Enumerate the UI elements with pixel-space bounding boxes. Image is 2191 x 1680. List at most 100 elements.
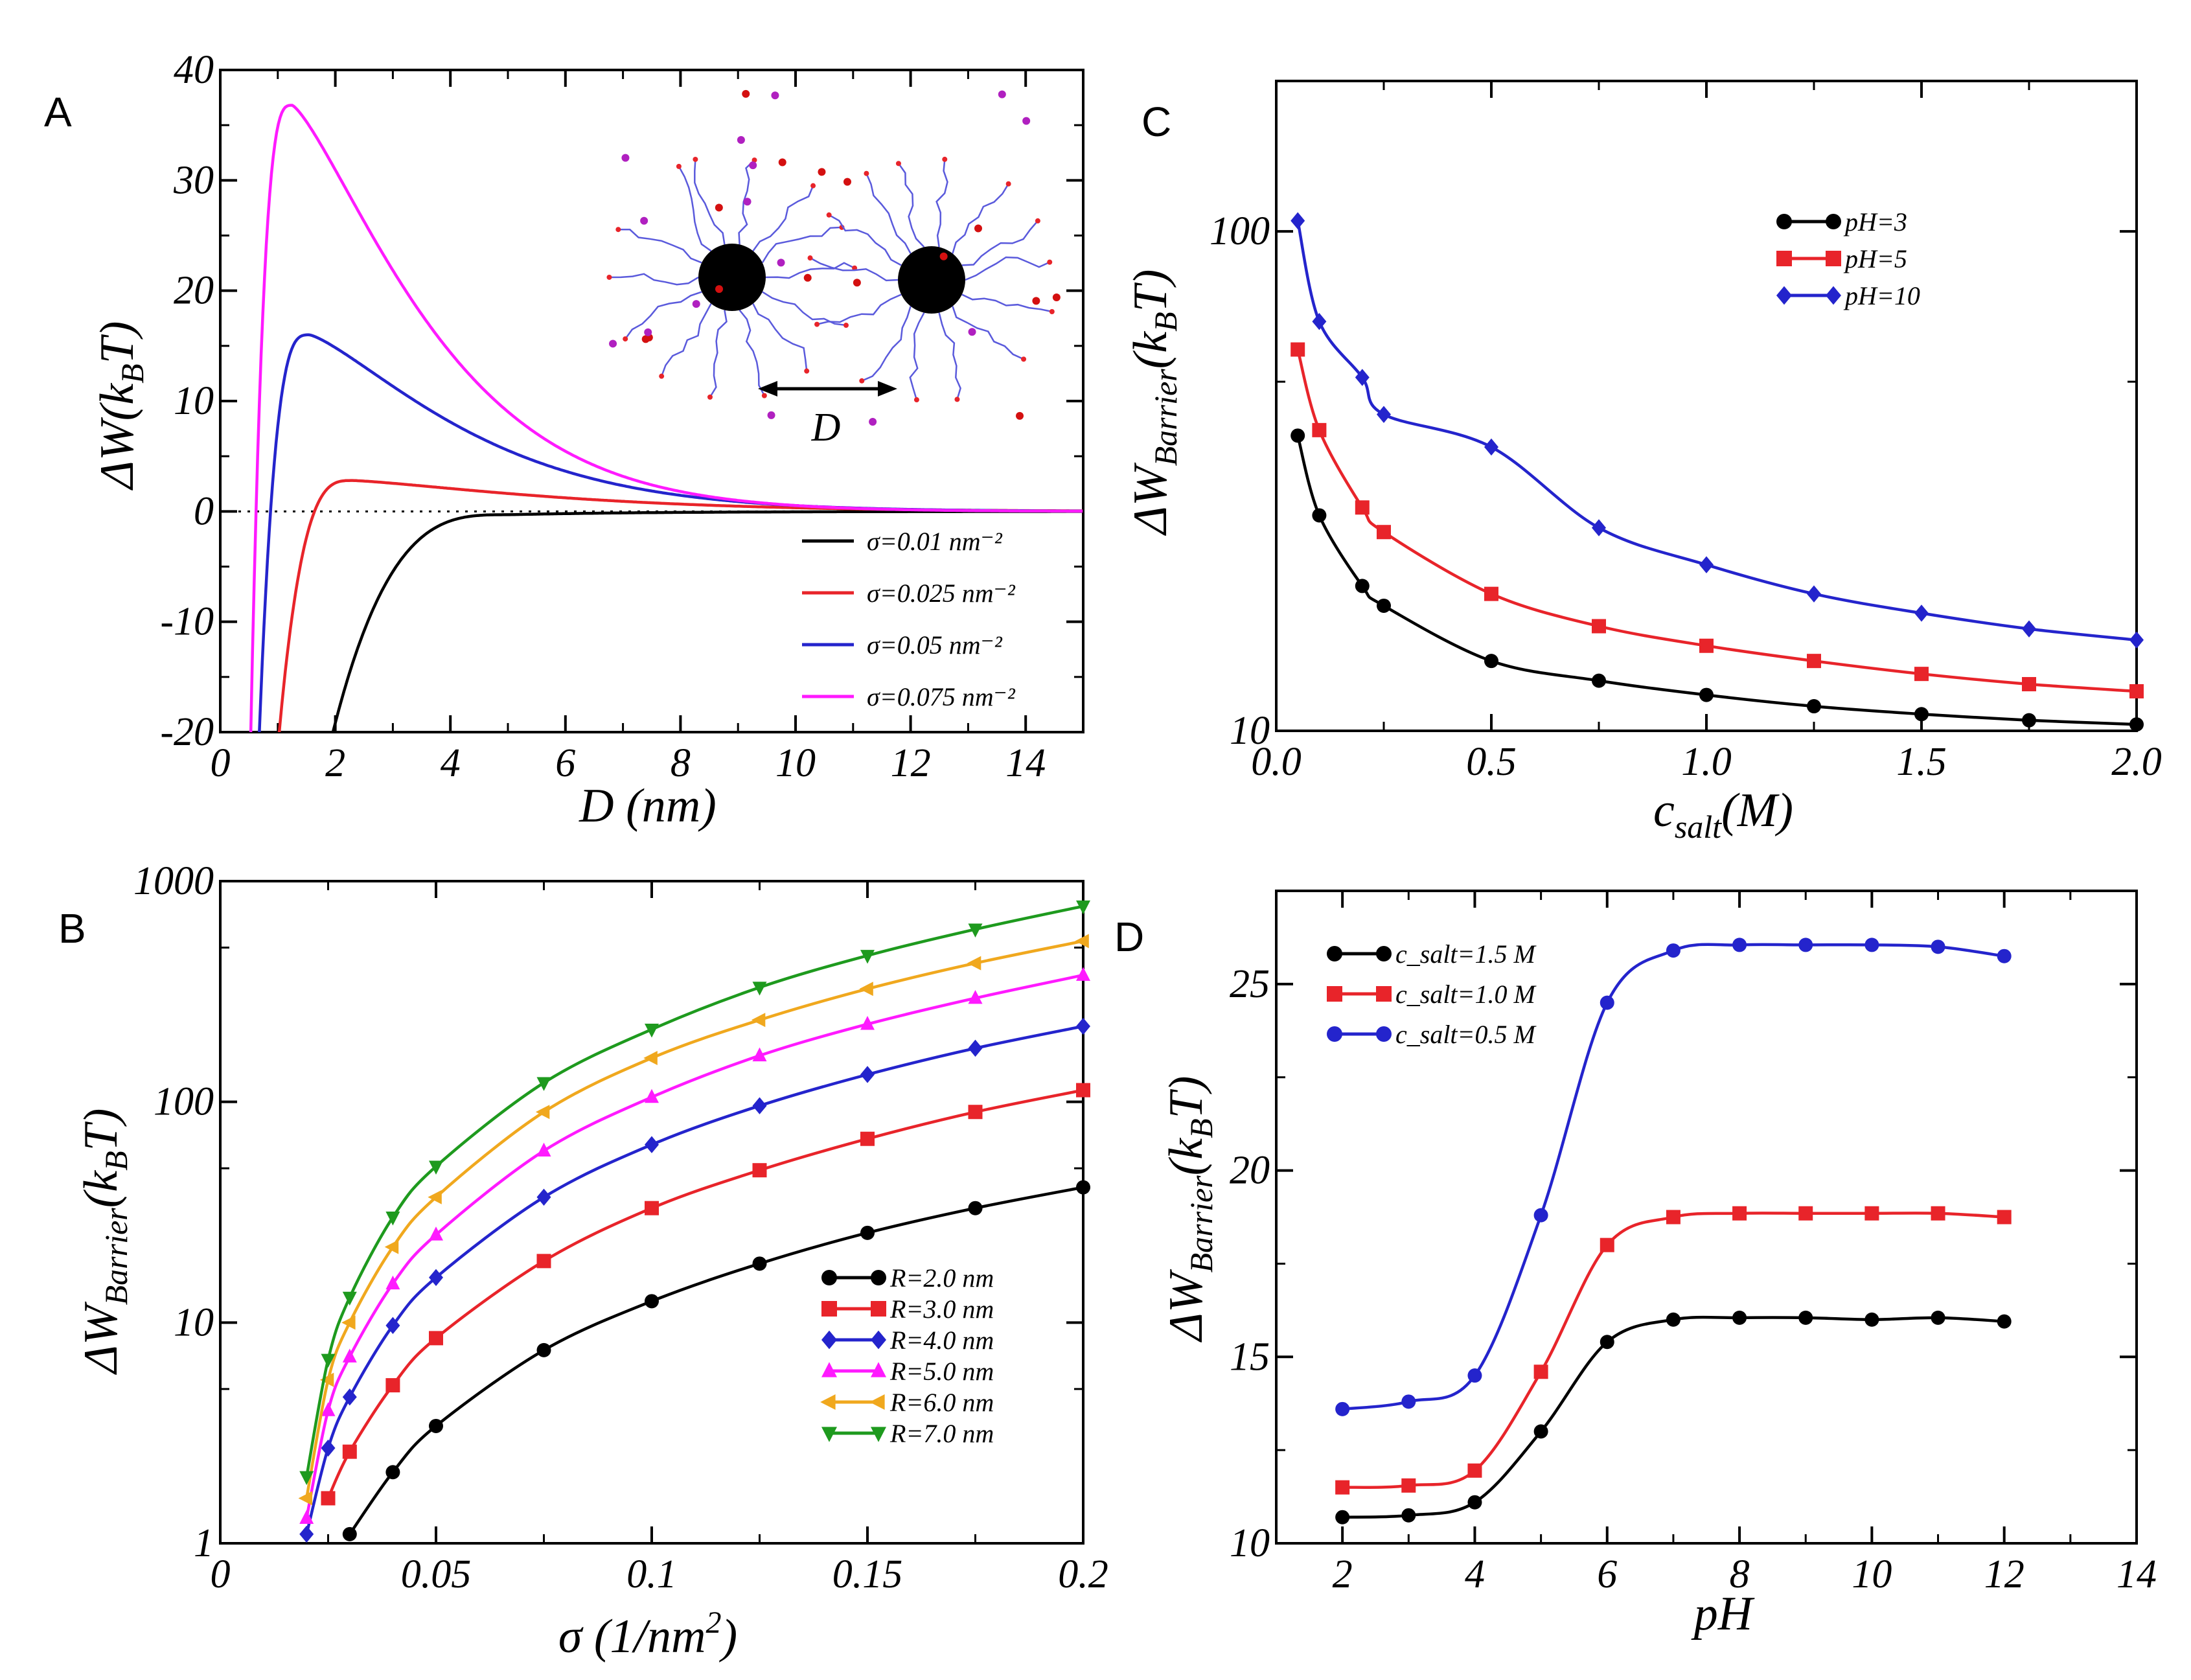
data-point-b-2 [1076, 1017, 1090, 1035]
data-point-c-2 [1355, 369, 1370, 386]
data-point-b-5 [321, 1353, 336, 1368]
data-point-d-0 [1335, 1510, 1350, 1525]
data-point-b-2 [429, 1269, 443, 1286]
ion [843, 178, 851, 186]
data-point-c-1 [1312, 422, 1327, 437]
series-line-c-1 [1296, 349, 2137, 693]
data-point-c-1 [2022, 676, 2036, 691]
data-point-c-0 [1377, 598, 1391, 613]
x-tick-label-a: 10 [775, 741, 816, 785]
ion [715, 203, 723, 212]
potential-curve-0 [331, 510, 1083, 732]
chain-charge [761, 393, 767, 398]
data-point-d-0 [1467, 1495, 1482, 1510]
x-tick-label-d: 14 [2116, 1552, 2157, 1596]
data-point-d-2 [1335, 1401, 1350, 1416]
chain-charge [913, 397, 919, 403]
y-tick-label-b: 1 [194, 1521, 214, 1565]
data-point-b-1 [752, 1163, 767, 1178]
inset-distance-label: D [811, 406, 841, 450]
x-tick-label-b: 0.05 [401, 1552, 472, 1596]
data-point-b-0 [385, 1465, 400, 1480]
polymer-chain [961, 220, 1038, 266]
chain-charge [693, 156, 698, 162]
legend-marker-c [1826, 214, 1841, 229]
legend-marker-b [871, 1270, 886, 1285]
ion [742, 89, 750, 98]
data-point-d-2 [1732, 938, 1747, 952]
data-point-c-0 [2022, 713, 2036, 728]
ion [939, 252, 948, 260]
x-tick-label-a: 6 [555, 741, 575, 785]
legend-marker-d [1376, 946, 1392, 961]
data-point-d-1 [1335, 1480, 1350, 1495]
data-point-c-0 [1291, 428, 1305, 443]
data-point-d-1 [1798, 1206, 1813, 1221]
data-point-c-0 [2129, 717, 2144, 732]
x-tick-label-a: 14 [1005, 741, 1046, 785]
data-point-d-1 [1600, 1237, 1614, 1252]
data-point-d-0 [1997, 1314, 2012, 1329]
nanoparticle-1 [698, 244, 766, 311]
chain-charge [942, 156, 948, 162]
data-point-d-0 [1931, 1310, 1945, 1325]
data-point-c-1 [1484, 586, 1498, 601]
polymer-chain [609, 273, 699, 286]
data-point-b-4 [384, 1239, 399, 1254]
legend-marker-c [1826, 251, 1841, 266]
data-point-b-3 [1076, 967, 1090, 981]
legend-label-c: pH=3 [1843, 207, 1907, 236]
legend-label-d: c_salt=0.5 M [1395, 1020, 1537, 1049]
data-point-d-1 [1401, 1478, 1416, 1493]
data-point-d-2 [1666, 943, 1681, 958]
data-point-c-1 [1377, 525, 1391, 540]
data-point-b-1 [645, 1201, 659, 1215]
legend-marker-d [1327, 946, 1342, 961]
panel-b-ylabel: ΔWBarrier(kBT) [75, 1109, 134, 1375]
data-point-c-0 [1312, 508, 1327, 523]
x-tick-label-d: 10 [1852, 1552, 1892, 1596]
chain-charge [859, 378, 865, 384]
data-point-c-1 [1699, 638, 1714, 653]
legend-label-b: R=4.0 nm [889, 1326, 994, 1355]
data-point-b-0 [342, 1526, 357, 1541]
plot-frame-c [1275, 80, 2138, 732]
data-point-b-3 [536, 1142, 551, 1157]
legend-marker-d [1376, 986, 1392, 1002]
x-tick-label-a: 4 [441, 741, 461, 785]
panel-c-xlabel: csalt(M) [1653, 784, 1793, 845]
legend-marker-b [869, 1394, 885, 1410]
data-point-b-1 [342, 1444, 357, 1459]
y-tick-label-d: 25 [1230, 962, 1270, 1006]
ion [621, 154, 630, 162]
legend-marker-b [871, 1427, 886, 1442]
series-line-d-2 [1342, 943, 2005, 1411]
data-point-d-0 [1533, 1424, 1548, 1439]
polymer-chain [897, 163, 925, 248]
polymer-chain [752, 185, 814, 252]
data-point-b-0 [860, 1225, 875, 1240]
data-point-b-5 [299, 1471, 314, 1486]
data-point-b-0 [752, 1256, 767, 1271]
data-point-b-2 [385, 1317, 400, 1335]
chain-charge [623, 336, 628, 342]
data-point-b-1 [968, 1105, 983, 1120]
panel-d-ylabel: ΔWBarrier(kBT) [1160, 1076, 1219, 1343]
data-point-b-1 [385, 1378, 400, 1393]
data-point-b-4 [341, 1315, 356, 1330]
legend-b: R=2.0 nmR=3.0 nmR=4.0 nmR=5.0 nmR=6.0 nm… [820, 1263, 994, 1448]
y-tick-label-a: -20 [160, 710, 214, 754]
data-point-b-5 [342, 1291, 357, 1306]
data-point-d-1 [1533, 1364, 1548, 1379]
legend-label-a: σ=0.075 nm⁻² [867, 682, 1016, 711]
polymer-chain [809, 257, 899, 282]
ion [869, 417, 877, 426]
ion [737, 136, 745, 144]
data-point-b-3 [321, 1402, 336, 1416]
x-tick-label-d: 2 [1333, 1552, 1353, 1596]
data-point-b-1 [860, 1131, 875, 1146]
x-tick-label-c: 1.5 [1896, 740, 1947, 784]
legend-marker-c [1826, 286, 1841, 305]
data-point-b-5 [752, 982, 767, 996]
legend-c: pH=3 pH=5 pH=10 [1776, 207, 1920, 310]
